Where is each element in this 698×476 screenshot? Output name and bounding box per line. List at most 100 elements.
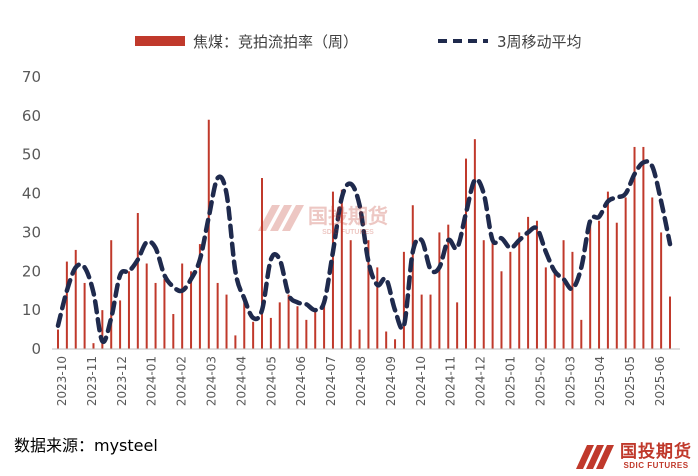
- y-tick-label: 20: [22, 262, 41, 280]
- bar: [172, 314, 175, 349]
- brand-logo-en: SDIC FUTURES: [623, 461, 689, 470]
- bar: [136, 213, 139, 349]
- x-tick-label: 2024-12: [474, 356, 488, 406]
- legend: 焦煤：竞拍流拍率（周） 3周移动平均: [135, 33, 582, 51]
- x-tick-label: 2024-02: [175, 356, 189, 406]
- bar-series: [57, 119, 671, 349]
- bar: [580, 319, 583, 349]
- legend-bar-swatch: [135, 36, 185, 46]
- bar: [456, 302, 459, 349]
- x-tick-label: 2025-01: [504, 356, 518, 406]
- y-axis-ticks: 0 10 20 30 40 50 60 70: [22, 68, 41, 358]
- bar: [154, 282, 157, 349]
- bar: [163, 279, 166, 349]
- bar: [500, 271, 503, 349]
- bar: [411, 205, 414, 349]
- bar: [402, 251, 405, 349]
- bar: [65, 261, 68, 349]
- bar: [518, 232, 521, 349]
- x-tick-label: 2024-07: [324, 356, 338, 406]
- bar: [651, 197, 654, 349]
- bar: [287, 294, 290, 349]
- bar: [535, 220, 538, 349]
- bar: [394, 339, 397, 349]
- bar: [473, 139, 476, 349]
- watermark: 国投期货 SDIC FUTURES: [258, 200, 388, 236]
- bar: [92, 343, 95, 349]
- y-tick-label: 0: [31, 340, 41, 358]
- x-tick-label: 2025-06: [653, 356, 667, 406]
- bar: [385, 331, 388, 349]
- bar: [491, 236, 494, 349]
- brand-logo: 国投期货 SDIC FUTURES: [576, 444, 692, 470]
- bar: [110, 240, 113, 349]
- bar: [420, 294, 423, 349]
- bar: [314, 310, 317, 349]
- x-tick-label: 2025-05: [623, 356, 637, 406]
- bar: [340, 189, 343, 349]
- bar: [349, 240, 352, 349]
- bar: [261, 178, 263, 349]
- bar: [145, 263, 148, 349]
- bar: [429, 294, 432, 349]
- bar: [119, 300, 122, 349]
- y-tick-label: 50: [22, 146, 41, 164]
- bar: [598, 220, 601, 349]
- x-axis-ticks: 2023-10 2023-11 2023-12 2024-01 2024-02 2024-…: [55, 356, 667, 406]
- bar: [207, 119, 210, 349]
- x-tick-label: 2023-12: [115, 356, 129, 406]
- bar: [606, 191, 609, 349]
- bar: [509, 251, 512, 349]
- bar: [669, 296, 671, 349]
- bar: [447, 224, 450, 349]
- bar: [438, 232, 441, 349]
- x-tick-label: 2023-11: [85, 356, 99, 406]
- bar: [305, 319, 308, 349]
- x-tick-label: 2025-03: [563, 356, 577, 406]
- y-tick-label: 40: [22, 185, 41, 203]
- x-tick-label: 2024-11: [444, 356, 458, 406]
- bar: [83, 282, 86, 349]
- bar: [615, 222, 618, 349]
- bar: [234, 335, 237, 349]
- bar: [465, 158, 467, 349]
- watermark-cn: 国投期货: [308, 204, 388, 228]
- bar: [278, 302, 281, 349]
- brand-logo-icon: [576, 445, 614, 469]
- bar: [269, 317, 272, 349]
- x-tick-label: 2025-04: [593, 356, 607, 406]
- bar: [527, 216, 530, 349]
- bar: [367, 240, 370, 349]
- bar: [624, 197, 627, 349]
- x-tick-label: 2024-01: [145, 356, 159, 406]
- x-tick-label: 2024-10: [414, 356, 428, 406]
- y-tick-label: 70: [22, 68, 41, 86]
- bar: [589, 222, 592, 349]
- bar: [57, 329, 59, 349]
- x-tick-label: 2024-09: [384, 356, 398, 406]
- bar: [101, 310, 104, 349]
- bar: [252, 321, 255, 349]
- watermark-logo-icon: [258, 205, 304, 231]
- moving-average-line: [55, 159, 673, 345]
- bar: [331, 191, 334, 349]
- x-tick-label: 2024-05: [264, 356, 278, 406]
- x-tick-label: 2024-04: [234, 356, 248, 406]
- y-tick-label: 30: [22, 223, 41, 241]
- bar: [225, 294, 228, 349]
- bar: [127, 271, 130, 349]
- bar: [660, 232, 663, 349]
- bar: [633, 146, 636, 349]
- bar: [216, 282, 219, 349]
- bar: [190, 271, 193, 349]
- bar: [198, 244, 201, 349]
- x-tick-label: 2024-03: [205, 356, 219, 406]
- bar: [571, 251, 574, 349]
- bar: [562, 240, 565, 349]
- bar: [74, 249, 77, 349]
- legend-line-label: 3周移动平均: [497, 33, 582, 51]
- bar: [296, 306, 299, 349]
- bar: [376, 267, 379, 349]
- source-note: 数据来源：mysteel: [14, 436, 158, 455]
